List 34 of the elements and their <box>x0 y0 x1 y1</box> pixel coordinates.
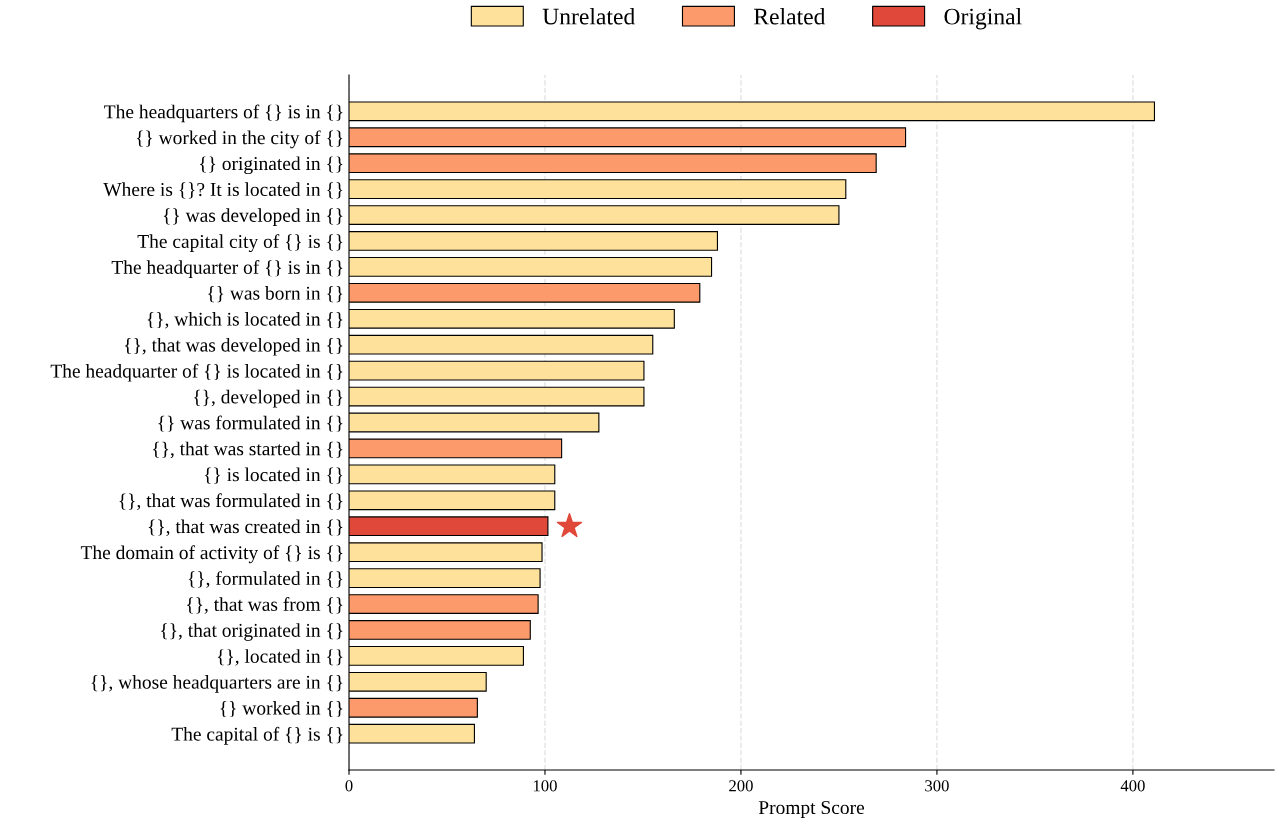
y-tick-label: {} worked in the city of {} <box>136 130 343 149</box>
x-tick-label: 400 <box>1120 780 1145 792</box>
y-tick-label: The headquarter of {} is in {} <box>111 260 343 278</box>
y-tick-label: {} was developed in {} <box>163 208 343 226</box>
y-tick-label: {} was formulated in {} <box>158 415 343 432</box>
y-tick-label: {}, that was developed in {} <box>124 337 343 356</box>
y-tick-label: {} was born in {} <box>208 286 343 303</box>
x-tick-label: 0 <box>345 780 353 792</box>
y-tick-label: The domain of activity of {} is {} <box>80 545 343 564</box>
y-tick-label: Where is {}? It is located in {} <box>103 182 343 199</box>
legend-label: Unrelated <box>542 7 635 25</box>
y-tick-label: {}, that was formulated in {} <box>119 493 343 511</box>
x-axis-title: Prompt Score <box>758 801 865 819</box>
y-tick-label: {}, that was from {} <box>187 597 343 614</box>
legend-label: Related <box>753 7 826 25</box>
y-tick-label: {}, formulated in {} <box>188 571 343 588</box>
legend-label: Original <box>944 7 1022 30</box>
x-tick-label: 100 <box>533 780 557 792</box>
y-tick-label: {}, located in {} <box>217 649 343 666</box>
y-tick-label: {}, developed in {} <box>194 389 343 408</box>
y-tick-label: {} worked in {} <box>220 701 343 718</box>
y-tick-label: {} is located in {} <box>204 467 343 484</box>
y-tick-label: The capital of {} is {} <box>171 726 343 745</box>
y-tick-label: The capital city of {} is {} <box>137 234 343 253</box>
y-tick-label: {}, that was created in {} <box>148 519 343 536</box>
y-tick-label: {} originated in {} <box>200 156 343 175</box>
x-tick-label: 300 <box>925 780 949 792</box>
y-tick-label: {}, that was started in {} <box>153 441 343 459</box>
y-tick-label: {}, that originated in {} <box>161 623 343 641</box>
y-tick-label: The headquarters of {} is in {} <box>104 104 343 123</box>
x-tick-label: 200 <box>729 780 753 792</box>
y-tick-label: {}, which is located in {} <box>147 312 343 329</box>
y-tick-label: {}, whose headquarters are in {} <box>91 675 343 693</box>
y-tick-label: The headquarter of {} is located in {} <box>50 363 343 382</box>
